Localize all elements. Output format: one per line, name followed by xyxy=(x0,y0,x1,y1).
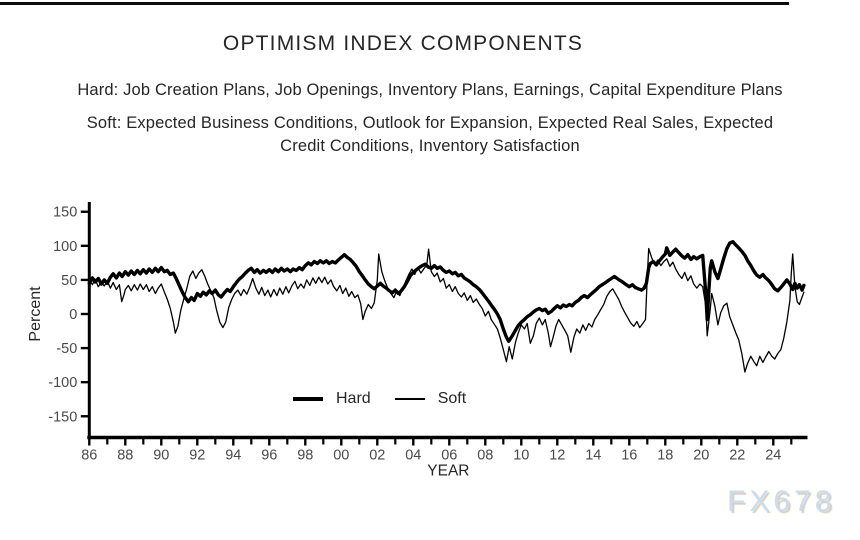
x-tick-label: 06 xyxy=(441,448,457,464)
x-tick-label: 22 xyxy=(729,448,745,464)
x-tick-label: 96 xyxy=(261,448,277,464)
y-axis-title: Percent xyxy=(27,286,44,342)
soft-items-line-a: Expected Business Conditions, Outlook fo… xyxy=(126,114,774,132)
watermark: FX678 xyxy=(727,485,836,518)
subtitle-hard: Hard: Job Creation Plans, Job Openings, … xyxy=(0,81,860,100)
y-tick-label: 100 xyxy=(53,239,77,255)
series-soft-line xyxy=(88,247,805,373)
x-tick-label: 14 xyxy=(585,448,601,464)
x-tick-label: 18 xyxy=(657,448,673,464)
x-tick-label: 94 xyxy=(225,448,241,464)
page-title: OPTIMISM INDEX COMPONENTS xyxy=(222,32,584,55)
x-tick-label: 12 xyxy=(549,448,565,464)
hard-items: Job Creation Plans, Job Openings, Invent… xyxy=(123,81,783,99)
soft-label: Soft: xyxy=(86,114,122,132)
x-tick-label: 16 xyxy=(621,448,637,464)
x-tick-label: 10 xyxy=(513,448,529,464)
x-tick-label: 88 xyxy=(117,448,133,464)
top-rule xyxy=(0,2,789,5)
legend-hard-label: Hard xyxy=(336,390,371,407)
legend-soft-label: Soft xyxy=(437,390,467,407)
x-tick-label: 08 xyxy=(477,448,493,464)
x-tick-label: 02 xyxy=(369,448,385,464)
soft-items-line-b: Credit Conditions, Inventory Satisfactio… xyxy=(280,137,580,155)
x-axis-title: YEAR xyxy=(427,463,469,480)
y-tick-label: 0 xyxy=(69,307,77,323)
x-tick-label: 92 xyxy=(189,448,205,464)
x-tick-label: 04 xyxy=(405,448,421,464)
x-tick-label: 00 xyxy=(333,448,349,464)
x-tick-label: 86 xyxy=(81,448,97,464)
series-hard-line xyxy=(87,239,806,343)
legend: Hard Soft xyxy=(293,390,466,408)
subtitle-soft: Soft: Expected Business Conditions, Outl… xyxy=(0,112,860,158)
y-tick-label: 150 xyxy=(53,205,77,221)
x-tick-label: 20 xyxy=(693,448,709,464)
legend-soft-swatch xyxy=(394,398,425,400)
x-tick-label: 98 xyxy=(297,448,313,464)
hard-label: Hard: xyxy=(77,81,119,99)
x-tick-label: 90 xyxy=(153,448,169,464)
x-tick-label: 24 xyxy=(765,448,781,464)
legend-hard-swatch xyxy=(293,396,323,402)
y-tick-label: -150 xyxy=(48,409,77,425)
y-tick-label: -100 xyxy=(48,375,77,391)
y-tick-label: -50 xyxy=(56,341,77,357)
y-tick-label: 50 xyxy=(61,273,77,289)
